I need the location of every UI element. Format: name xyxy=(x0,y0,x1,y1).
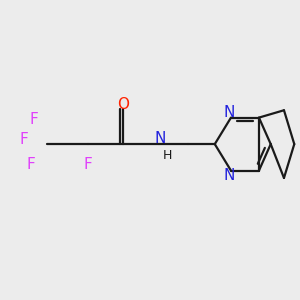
Text: H: H xyxy=(162,149,172,162)
Text: F: F xyxy=(29,112,38,127)
Text: F: F xyxy=(84,157,92,172)
Text: N: N xyxy=(154,131,166,146)
Text: O: O xyxy=(118,97,130,112)
Text: N: N xyxy=(224,105,235,120)
Text: N: N xyxy=(224,168,235,183)
Text: F: F xyxy=(19,132,28,147)
Text: F: F xyxy=(26,157,35,172)
